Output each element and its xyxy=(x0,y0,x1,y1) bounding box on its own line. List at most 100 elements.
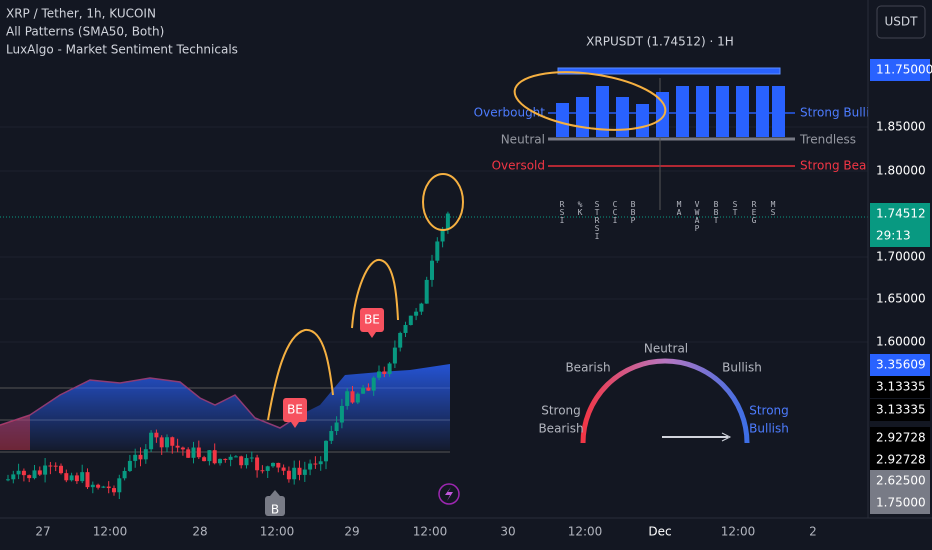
alert-bolt xyxy=(445,487,453,501)
candle-body xyxy=(16,470,21,475)
price-badge xyxy=(870,470,930,492)
candle-body xyxy=(143,449,148,460)
marker-label: BE xyxy=(364,313,380,327)
candle-body xyxy=(218,458,222,464)
candle-body xyxy=(318,461,323,465)
marker-label: BE xyxy=(287,403,303,417)
candle-body xyxy=(43,465,48,475)
currency-button[interactable] xyxy=(876,5,926,39)
candle-body xyxy=(101,486,106,488)
candle-body xyxy=(228,456,233,460)
indicator-name: LuxAlgo - Market Sentiment Technicals xyxy=(6,43,238,57)
candle-body xyxy=(154,432,159,438)
gauge-label: Bullish xyxy=(722,361,762,375)
candle-body xyxy=(223,458,228,460)
currency-label: USDT xyxy=(885,15,919,29)
left-label: Oversold xyxy=(492,159,545,173)
candle-body xyxy=(292,467,297,480)
candle-body xyxy=(180,447,185,450)
candle-body xyxy=(74,475,79,482)
price-label: 3.35609 xyxy=(876,358,926,372)
candle-body xyxy=(138,454,143,460)
candle-body xyxy=(249,457,254,459)
candle-body xyxy=(392,347,397,364)
panel-bar xyxy=(736,86,749,137)
gauge-label: Bearish xyxy=(538,422,583,436)
candle-body xyxy=(371,377,376,391)
candle-body xyxy=(387,363,392,374)
candle-body xyxy=(207,450,212,462)
candle-body xyxy=(281,467,286,471)
candle-body xyxy=(21,470,26,476)
candle-body xyxy=(117,478,122,493)
candle-body xyxy=(276,462,281,468)
pattern-marker xyxy=(360,308,384,332)
price-label: 2.62500 xyxy=(876,474,926,488)
price-badge xyxy=(870,399,930,421)
pattern-marker xyxy=(283,398,307,422)
candle-body xyxy=(48,465,53,467)
candle-body xyxy=(339,405,344,423)
time-label: 12:00 xyxy=(721,525,756,539)
price-label: 11.75000 xyxy=(876,63,932,77)
indicator-label: BBT xyxy=(712,200,721,224)
time-label: 30 xyxy=(500,525,515,539)
candle-body xyxy=(419,303,424,312)
left-label: Neutral xyxy=(501,133,545,147)
annotation xyxy=(267,328,334,421)
panel-bar xyxy=(696,86,709,137)
time-label: 2 xyxy=(809,525,817,539)
price-label: 1.60000 xyxy=(876,335,926,349)
panel-title: XRPUSDT (1.74512) · 1H xyxy=(586,35,734,49)
price-label: 2.92728 xyxy=(876,431,926,445)
candle-body xyxy=(345,391,350,406)
panel-top-bar xyxy=(557,67,781,75)
candle-body xyxy=(408,315,413,326)
candle-body xyxy=(196,447,201,458)
gauge-arc xyxy=(580,358,750,444)
candle-body xyxy=(361,387,366,394)
annotation xyxy=(351,259,399,329)
candle-body xyxy=(165,437,169,448)
price-label: 3.13335 xyxy=(876,380,926,394)
candle-body xyxy=(37,470,42,475)
gauge-label: Strong xyxy=(541,404,581,418)
cloud-red xyxy=(0,415,30,450)
time-label: 12:00 xyxy=(260,525,295,539)
right-label: Trendless xyxy=(799,133,856,147)
candle-body xyxy=(334,422,339,432)
pattern-marker xyxy=(265,496,285,516)
indicator-label: BBP xyxy=(629,200,638,224)
marker-tip xyxy=(291,422,299,428)
panel-bar xyxy=(596,86,609,137)
candle-body xyxy=(133,454,138,461)
candle-body xyxy=(233,456,238,458)
panel-bar xyxy=(556,103,569,137)
candle-body xyxy=(255,457,260,471)
candle-body xyxy=(127,460,132,471)
marker-tip xyxy=(270,490,280,496)
indicator-label: CCI xyxy=(611,200,620,224)
price-badge xyxy=(870,492,930,514)
candle-body xyxy=(302,469,307,475)
candle-body xyxy=(6,479,10,481)
price-label: 1.85000 xyxy=(876,120,926,134)
candle-body xyxy=(329,431,334,441)
candle-body xyxy=(159,437,164,448)
time-label: 12:00 xyxy=(93,525,128,539)
price-label: 1.70000 xyxy=(876,250,926,264)
candle-body xyxy=(96,484,101,488)
alert-icon[interactable] xyxy=(438,483,460,505)
indicator-label: ST xyxy=(731,200,740,216)
candle-body xyxy=(202,457,207,462)
panel-bar xyxy=(636,104,649,137)
gauge-label: Bearish xyxy=(565,361,610,375)
candle-body xyxy=(212,450,217,464)
candle-body xyxy=(112,488,116,493)
price-badge xyxy=(870,59,930,81)
time-label: 12:00 xyxy=(413,525,448,539)
candle-body xyxy=(313,463,318,465)
candle-body xyxy=(350,391,355,403)
candle-body xyxy=(355,393,360,403)
